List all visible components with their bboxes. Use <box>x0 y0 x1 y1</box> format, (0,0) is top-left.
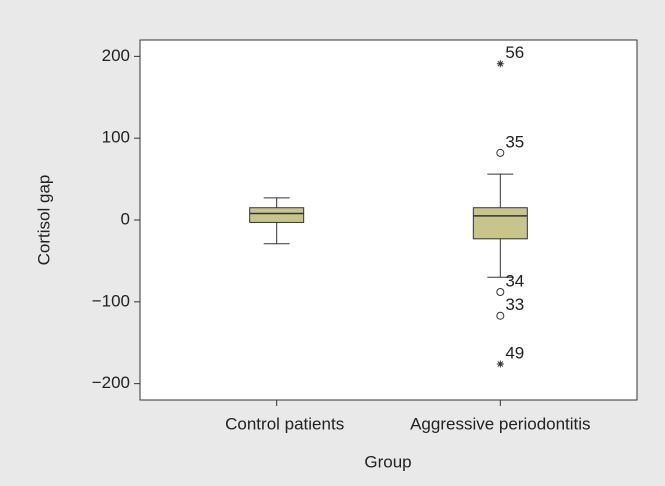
y-tick-label: 0 <box>121 209 130 228</box>
x-tick-label: Control patients <box>225 414 344 433</box>
outlier <box>496 360 504 368</box>
outlier-label: 34 <box>505 271 524 290</box>
y-tick-label: −200 <box>92 373 130 392</box>
box <box>249 207 305 223</box>
y-tick-label: −100 <box>92 291 130 310</box>
plot-area <box>139 39 638 401</box>
y-tick-label: 200 <box>102 46 130 65</box>
box <box>472 207 528 240</box>
outlier-label: 56 <box>505 43 524 62</box>
outlier-label: 35 <box>505 132 524 151</box>
outlier <box>496 148 505 157</box>
y-axis-title: Cortisol gap <box>34 175 53 266</box>
x-axis-title: Group <box>364 452 411 471</box>
x-tick-label: Aggressive periodontitis <box>410 414 590 433</box>
outlier <box>496 60 504 68</box>
outlier-label: 33 <box>505 295 524 314</box>
outlier-label: 49 <box>505 343 524 362</box>
outlier <box>496 288 505 296</box>
y-tick-label: 100 <box>102 128 130 147</box>
outlier <box>496 311 505 320</box>
